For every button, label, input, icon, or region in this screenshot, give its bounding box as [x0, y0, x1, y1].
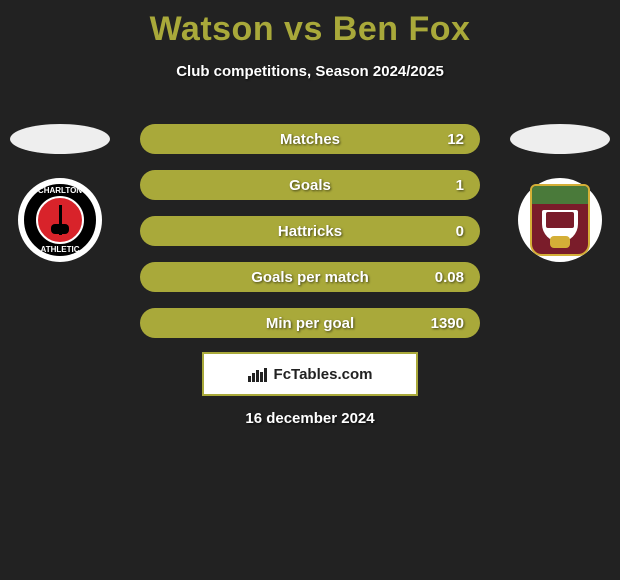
- bar-chart-icon: [248, 366, 268, 382]
- stat-row-mpg: Min per goal 1390: [140, 308, 480, 338]
- charlton-hand-icon: [51, 224, 69, 234]
- stat-row-goals: Goals 1: [140, 170, 480, 200]
- northampton-badge: [530, 184, 590, 256]
- stat-label: Hattricks: [278, 223, 342, 240]
- footer-date: 16 december 2024: [0, 410, 620, 427]
- charlton-text-top: CHARLTON: [24, 186, 96, 195]
- northampton-lion-icon: [550, 236, 570, 248]
- stat-row-hattricks: Hattricks 0: [140, 216, 480, 246]
- stat-label: Matches: [280, 131, 340, 148]
- footer-brand-text: FcTables.com: [274, 366, 373, 383]
- stat-rows-container: Matches 12 Goals 1 Hattricks 0 Goals per…: [140, 124, 480, 354]
- stat-value: 0.08: [435, 269, 464, 286]
- club-logo-right: [518, 178, 602, 262]
- stat-value: 1: [456, 177, 464, 194]
- stat-value: 12: [447, 131, 464, 148]
- charlton-text-bottom: ATHLETIC: [24, 245, 96, 254]
- footer-brand-box[interactable]: FcTables.com: [202, 352, 418, 396]
- stat-label: Goals per match: [251, 269, 369, 286]
- stat-value: 0: [456, 223, 464, 240]
- northampton-top-icon: [532, 186, 588, 204]
- club-logo-left: CHARLTON ATHLETIC: [18, 178, 102, 262]
- northampton-castle-icon: [546, 212, 574, 228]
- stat-row-gpm: Goals per match 0.08: [140, 262, 480, 292]
- stat-row-matches: Matches 12: [140, 124, 480, 154]
- player-left-photo-placeholder: [10, 124, 110, 154]
- stat-value: 1390: [431, 315, 464, 332]
- charlton-badge-inner: [36, 196, 84, 244]
- stat-label: Min per goal: [266, 315, 354, 332]
- page-subtitle: Club competitions, Season 2024/2025: [0, 63, 620, 80]
- stat-label: Goals: [289, 177, 331, 194]
- page-title: Watson vs Ben Fox: [0, 0, 620, 49]
- player-right-photo-placeholder: [510, 124, 610, 154]
